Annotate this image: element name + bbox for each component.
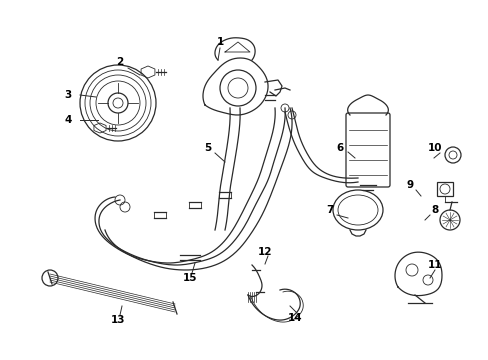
Text: 3: 3 — [64, 90, 71, 100]
Text: 7: 7 — [325, 205, 333, 215]
Bar — [436, 182, 452, 196]
Text: 5: 5 — [204, 143, 211, 153]
Text: 15: 15 — [183, 273, 197, 283]
Text: 4: 4 — [64, 115, 72, 125]
Text: 14: 14 — [287, 313, 302, 323]
Text: 9: 9 — [406, 180, 413, 190]
Text: 2: 2 — [116, 57, 123, 67]
Text: 6: 6 — [336, 143, 343, 153]
Text: 1: 1 — [216, 37, 223, 47]
Text: 11: 11 — [427, 260, 441, 270]
Text: 13: 13 — [110, 315, 125, 325]
Text: 10: 10 — [427, 143, 441, 153]
Text: 12: 12 — [257, 247, 272, 257]
Text: 8: 8 — [430, 205, 438, 215]
